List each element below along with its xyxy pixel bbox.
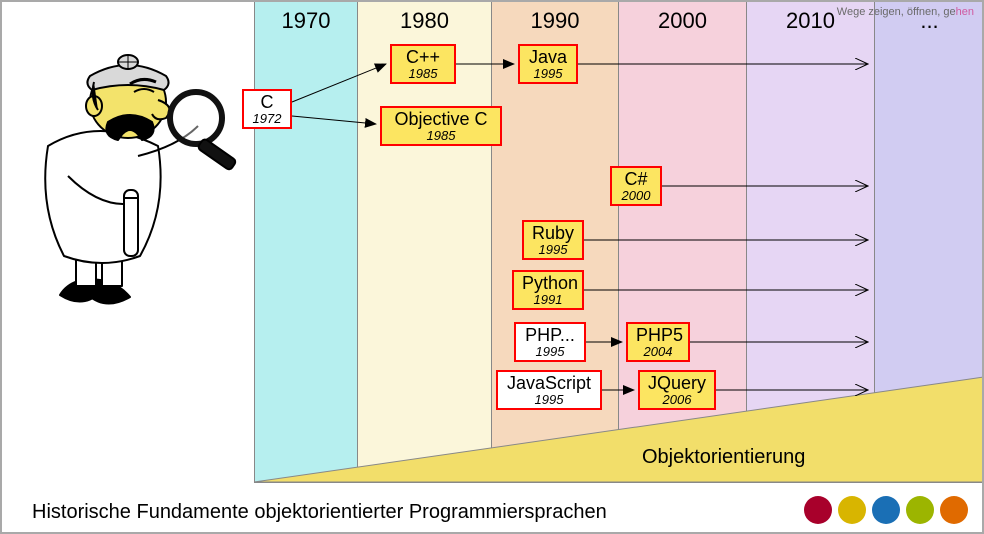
top-right-motto: Wege zeigen, öffnen, gehen (837, 6, 974, 18)
objektorientierung-label: Objektorientierung (642, 446, 805, 469)
lang-year: 1995 (524, 345, 576, 359)
lang-box-objc: Objective C1985 (380, 106, 502, 146)
lang-year: 1985 (400, 67, 446, 81)
lang-name: C++ (400, 48, 446, 67)
lang-year: 1991 (522, 293, 574, 307)
lang-year: 2004 (636, 345, 680, 359)
decade-label: 1970 (255, 2, 357, 34)
lang-name: JQuery (648, 374, 706, 393)
lang-name: PHP... (524, 326, 576, 345)
lang-name: PHP5 (636, 326, 680, 345)
slide-frame: 19701980199020002010... C1972C++1985Obje… (0, 0, 984, 534)
lang-box-java: Java1995 (518, 44, 578, 84)
lang-year: 2006 (648, 393, 706, 407)
lang-box-php: PHP...1995 (514, 322, 586, 362)
footer-dot-0 (804, 496, 832, 524)
footer-dot-1 (838, 496, 866, 524)
detective-cartoon (8, 26, 238, 316)
lang-name: Ruby (532, 224, 574, 243)
decade-band-2010: 2010 (747, 2, 875, 482)
footer-dot-4 (940, 496, 968, 524)
footer-dots (798, 496, 968, 524)
footer-dot-2 (872, 496, 900, 524)
lang-box-cpp: C++1985 (390, 44, 456, 84)
lang-year: 1995 (532, 243, 574, 257)
lang-box-jquery: JQuery2006 (638, 370, 716, 410)
decade-band-1970: 1970 (255, 2, 358, 482)
lang-year: 2000 (620, 189, 652, 203)
slide-caption: Historische Fundamente objektorientierte… (32, 501, 607, 524)
decade-band-2000: 2000 (619, 2, 747, 482)
decade-label: 1990 (492, 2, 618, 34)
lang-name: Python (522, 274, 574, 293)
lang-name: JavaScript (506, 374, 592, 393)
decade-band-...: ... (875, 2, 984, 482)
motto-accent: hen (956, 6, 974, 18)
lang-box-c: C1972 (242, 89, 292, 129)
lang-year: 1995 (506, 393, 592, 407)
lang-year: 1995 (528, 67, 568, 81)
lang-year: 1985 (390, 129, 492, 143)
lang-name: Java (528, 48, 568, 67)
lang-name: C# (620, 170, 652, 189)
lang-box-js: JavaScript1995 (496, 370, 602, 410)
footer-dot-3 (906, 496, 934, 524)
motto-pre: Wege zeigen, öffnen, ge (837, 6, 956, 18)
lang-name: Objective C (390, 110, 492, 129)
decade-label: 2000 (619, 2, 746, 34)
decade-label: 1980 (358, 2, 491, 34)
lang-name: C (252, 93, 282, 112)
timeline: 19701980199020002010... (254, 2, 984, 483)
lang-box-php5: PHP52004 (626, 322, 690, 362)
lang-box-python: Python1991 (512, 270, 584, 310)
lang-box-csharp: C#2000 (610, 166, 662, 206)
lang-box-ruby: Ruby1995 (522, 220, 584, 260)
lang-year: 1972 (252, 112, 282, 126)
